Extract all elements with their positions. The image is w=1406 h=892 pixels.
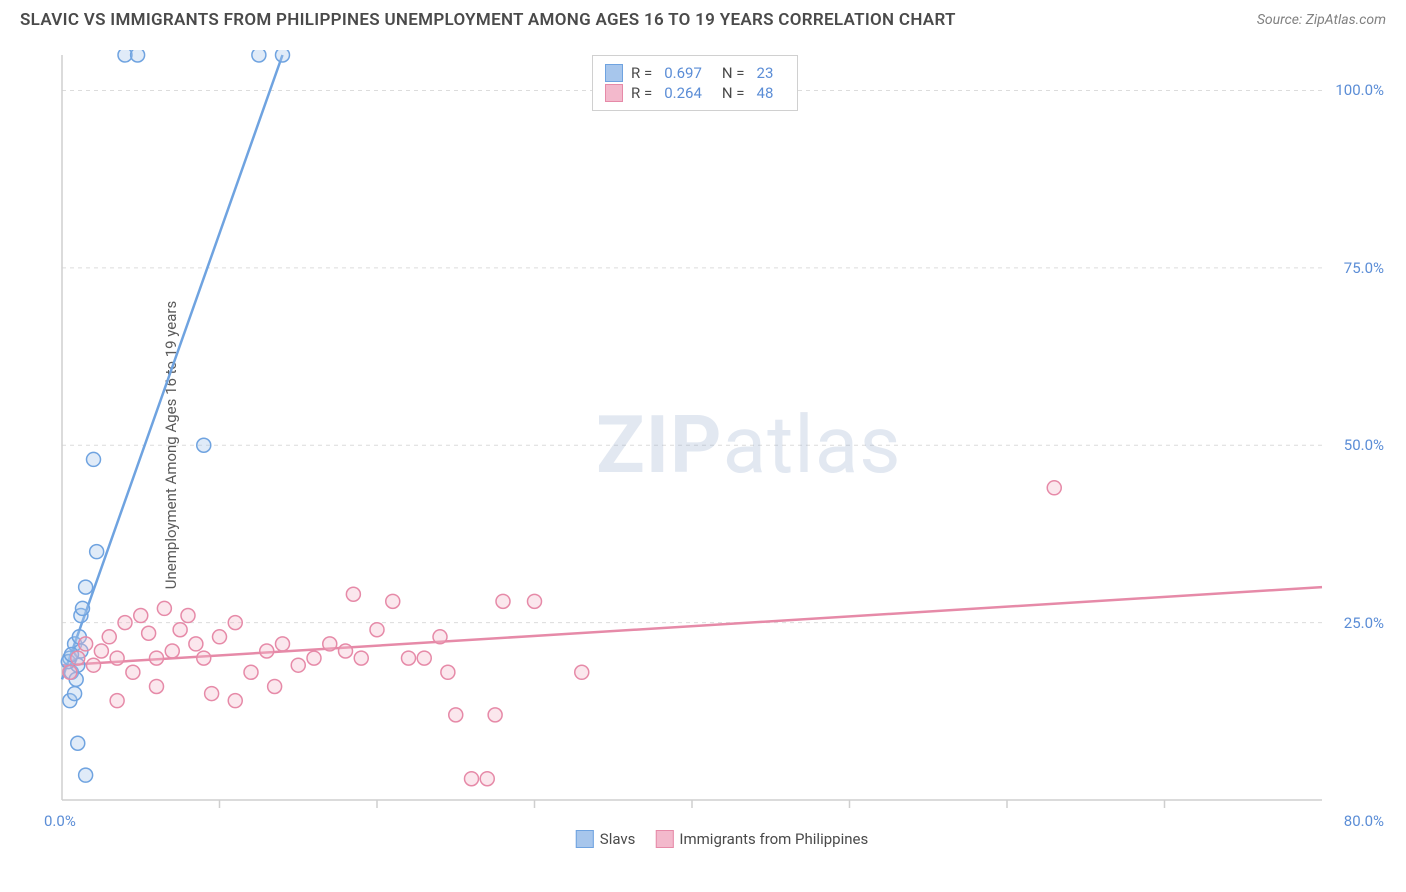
swatch-slavs-icon (576, 830, 594, 848)
x-tick-max: 80.0% (1344, 812, 1384, 830)
n-value-0: 23 (757, 64, 774, 82)
legend-stats-row-1: R = 0.264 N = 48 (605, 84, 785, 102)
legend-label-1: Immigrants from Philippines (679, 830, 868, 848)
legend-series: Slavs Immigrants from Philippines (576, 830, 868, 848)
y-tick-label: 100.0% (1335, 81, 1384, 99)
scatter-plot (52, 50, 1392, 840)
y-tick-label: 50.0% (1344, 436, 1384, 454)
legend-label-0: Slavs (600, 830, 636, 848)
chart-header: SLAVIC VS IMMIGRANTS FROM PHILIPPINES UN… (0, 0, 1406, 40)
r-value-0: 0.697 (664, 64, 702, 82)
y-tick-label: 25.0% (1344, 614, 1384, 632)
n-label: N = (722, 64, 745, 82)
n-label: N = (722, 84, 745, 102)
chart-source: Source: ZipAtlas.com (1257, 12, 1386, 28)
legend-item-slavs: Slavs (576, 830, 636, 848)
legend-item-philippines: Immigrants from Philippines (655, 830, 868, 848)
swatch-philippines (605, 84, 623, 102)
legend-stats-row-0: R = 0.697 N = 23 (605, 64, 785, 82)
legend-stats: R = 0.697 N = 23 R = 0.264 N = 48 (592, 55, 798, 111)
r-label: R = (631, 64, 652, 82)
x-tick-origin: 0.0% (44, 812, 76, 830)
n-value-1: 48 (757, 84, 774, 102)
swatch-philippines-icon (655, 830, 673, 848)
swatch-slavs (605, 64, 623, 82)
chart-title: SLAVIC VS IMMIGRANTS FROM PHILIPPINES UN… (20, 10, 956, 30)
chart-area: Unemployment Among Ages 16 to 19 years Z… (52, 50, 1392, 840)
r-value-1: 0.264 (664, 84, 702, 102)
y-tick-label: 75.0% (1344, 259, 1384, 277)
r-label: R = (631, 84, 652, 102)
